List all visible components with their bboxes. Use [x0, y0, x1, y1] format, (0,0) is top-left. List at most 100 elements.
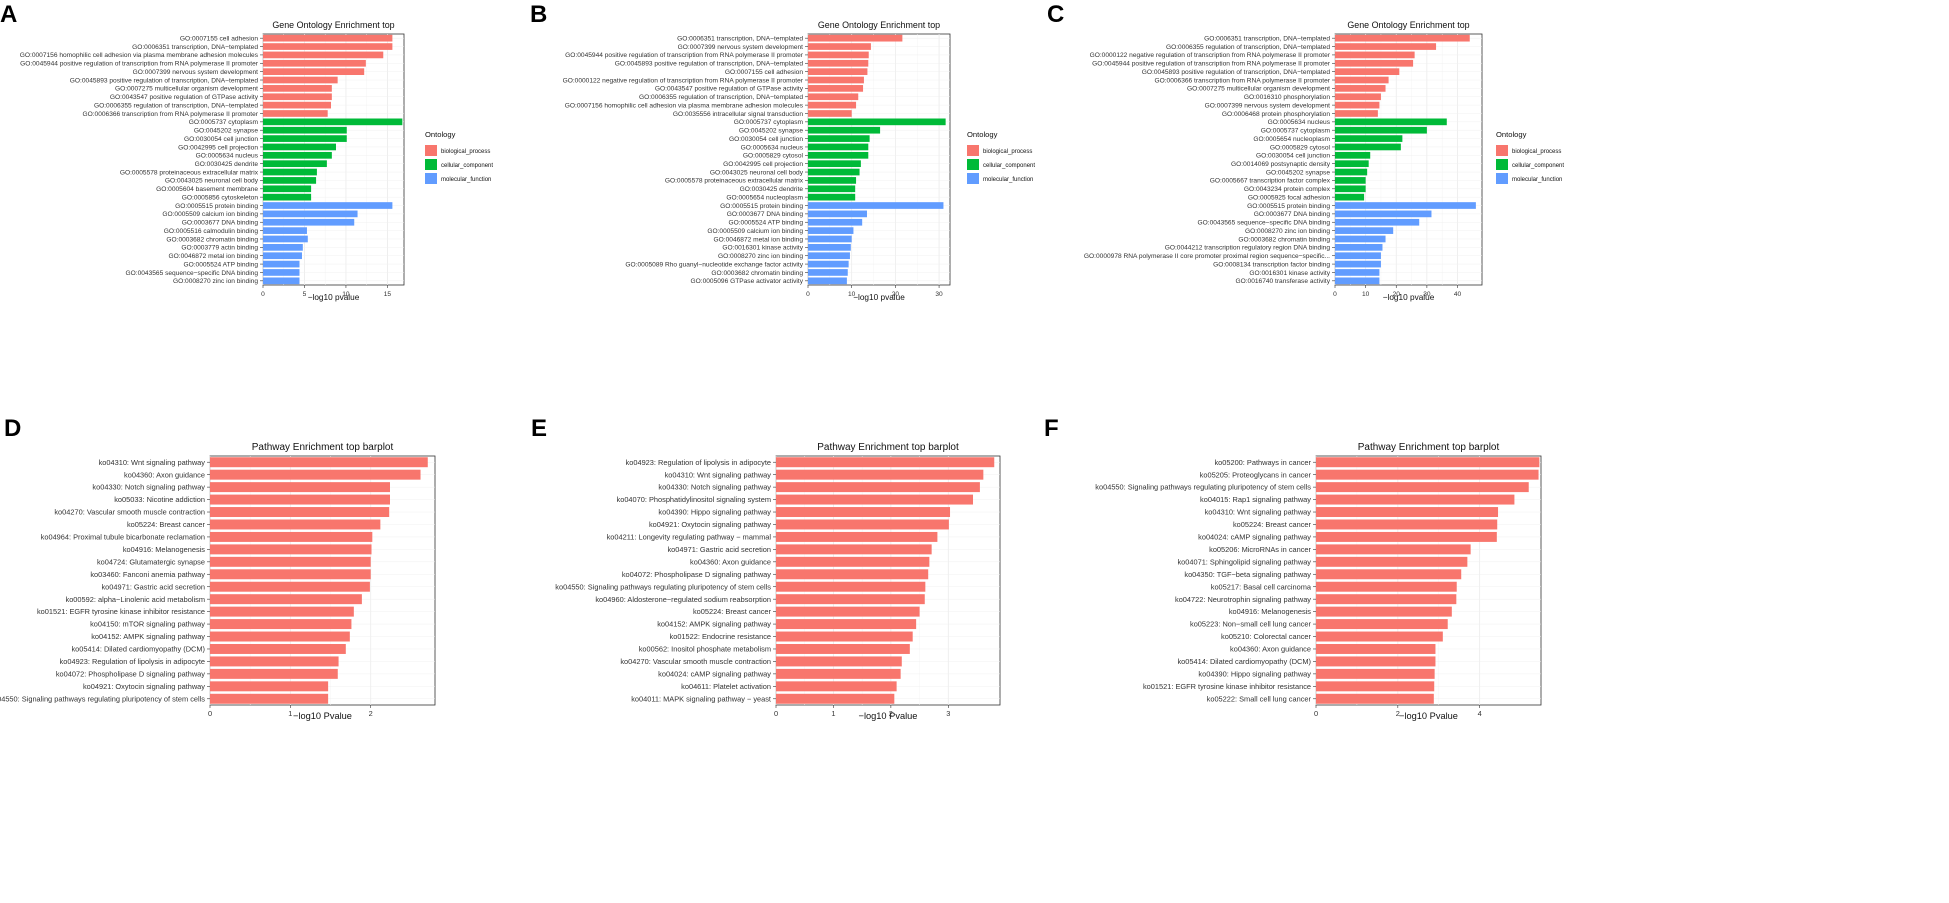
bar	[1316, 581, 1457, 592]
category-label: ko04071: Sphingolipid signaling pathway	[1177, 557, 1311, 566]
panel-letter: D	[4, 415, 21, 442]
bar	[1316, 569, 1462, 580]
category-label: ko05217: Basal cell carcinoma	[1211, 582, 1312, 591]
category-label: ko04390: Hippo signaling pathway	[1198, 669, 1311, 678]
category-label: ko05206: MicroRNAs in cancer	[1209, 545, 1311, 554]
category-label: GO:0042995 cell projection	[723, 161, 803, 168]
plot-area	[807, 33, 951, 286]
legend-label: molecular_function	[441, 177, 491, 183]
chart-title: Gene Ontology Enrichment top	[818, 20, 940, 30]
bar	[1335, 177, 1366, 184]
bar	[263, 185, 312, 193]
x-tick-label: 4	[1478, 709, 1482, 718]
category-label: GO:0005515 protein binding	[720, 203, 803, 210]
category-label: ko04921: Oxytocin signaling pathway	[83, 682, 205, 691]
bar	[776, 656, 902, 667]
bar	[1335, 59, 1414, 67]
bar	[1316, 594, 1457, 605]
category-label: GO:0000122 negative regulation of transc…	[1090, 52, 1331, 59]
bar	[263, 252, 302, 260]
category-label: GO:0043547 positive regulation of GTPase…	[655, 86, 804, 93]
bar	[210, 581, 370, 592]
plot-area	[775, 455, 1001, 706]
bar	[808, 227, 854, 234]
x-tick-label: 2	[369, 709, 373, 718]
category-label: ko05414: Dilated cardiomyopathy (DCM)	[1177, 657, 1311, 666]
bar	[1335, 168, 1368, 176]
legend-swatch	[967, 145, 979, 156]
category-label: ko04310: Wnt signaling pathway	[99, 458, 206, 467]
category-label: GO:0045893 positive regulation of transc…	[70, 77, 259, 84]
bar	[1335, 202, 1476, 209]
legend-swatch	[425, 173, 437, 184]
bar	[1335, 110, 1378, 117]
bar	[1316, 693, 1434, 704]
chart-panel-a: GO:0007155 cell adhesion GO:0006351 trans…	[20, 20, 494, 302]
bar	[1316, 556, 1468, 567]
panel-letter: A	[0, 1, 17, 28]
bar	[1335, 235, 1386, 243]
x-tick-label: 0	[261, 291, 265, 298]
panel-letter: C	[1047, 1, 1064, 28]
bar	[1335, 185, 1366, 193]
category-label: GO:0035556 intracellular signal transduc…	[673, 111, 803, 118]
category-label: GO:0045202 synapse	[739, 128, 803, 135]
category-label: ko04072: Phospholipase D signaling pathw…	[56, 669, 205, 678]
category-label: GO:0003682 chromatin binding	[711, 270, 803, 277]
bar	[776, 507, 951, 518]
bar	[1335, 193, 1365, 201]
bar	[1335, 76, 1389, 84]
category-label: GO:0044212 transcription regulatory regi…	[1165, 245, 1331, 252]
bar	[808, 269, 848, 276]
bar	[808, 34, 903, 42]
plot-area	[1315, 455, 1542, 706]
bar	[263, 244, 303, 251]
category-label: ko05224: Breast cancer	[127, 520, 206, 529]
category-label: GO:0008134 transcription factor binding	[1213, 261, 1330, 268]
bar	[263, 269, 300, 276]
bar	[210, 457, 428, 468]
legend-label: biological_process	[1512, 149, 1561, 155]
category-label: ko05210: Colorectal cancer	[1221, 632, 1312, 641]
category-label: GO:0043025 neuronal cell body	[165, 178, 259, 185]
chart-panel-e: ko04923: Regulation of lipolysis in adip…	[555, 442, 1001, 721]
bar	[1316, 681, 1435, 692]
legend-swatch	[1496, 173, 1508, 184]
category-label: GO:0005516 calmodulin binding	[164, 228, 259, 235]
category-label: GO:0043565 sequence−specific DNA binding	[125, 270, 258, 277]
chart-panel-f: ko05200: Pathways in cancer ko05205: Prot…	[1095, 442, 1542, 721]
x-tick-label: 0	[208, 709, 212, 718]
category-label: GO:0003682 chromatin binding	[166, 236, 258, 243]
bar	[1335, 43, 1437, 50]
legend-swatch	[1496, 145, 1508, 156]
panel-label-d: D	[4, 415, 21, 442]
category-label: GO:0030425 dendrite	[195, 161, 259, 168]
category-label: ko04211: Longevity regulating pathway − …	[607, 533, 772, 542]
category-label: ko05224: Breast cancer	[693, 607, 772, 616]
bar	[263, 135, 347, 142]
panel-label-f: F	[1044, 415, 1059, 442]
bar	[776, 482, 980, 493]
category-label: ko04550: Signaling pathways regulating p…	[0, 694, 205, 703]
category-label: GO:0043234 protein complex	[1244, 186, 1331, 193]
bar	[1335, 277, 1380, 285]
legend-swatch	[1496, 159, 1508, 170]
category-label: ko04724: Glutamatergic synapse	[97, 557, 205, 566]
bar	[776, 556, 930, 567]
bar	[808, 110, 852, 117]
x-tick-label: 0	[1314, 709, 1318, 718]
category-label: GO:0043565 sequence−specific DNA binding	[1197, 220, 1330, 227]
bar	[1316, 668, 1435, 679]
category-label: GO:0003677 DNA binding	[182, 220, 259, 227]
category-label: GO:0007399 nervous system development	[678, 44, 804, 51]
category-label: ko04611: Platelet activation	[681, 682, 771, 691]
bar	[808, 193, 856, 201]
bar	[776, 606, 920, 617]
bar	[808, 244, 851, 251]
bar	[776, 594, 925, 605]
plot-area	[209, 455, 436, 706]
legend-swatch	[425, 159, 437, 170]
x-tick-label: 5	[303, 291, 307, 298]
bar	[776, 569, 929, 580]
category-label: GO:0005634 nucleus	[1268, 119, 1331, 126]
